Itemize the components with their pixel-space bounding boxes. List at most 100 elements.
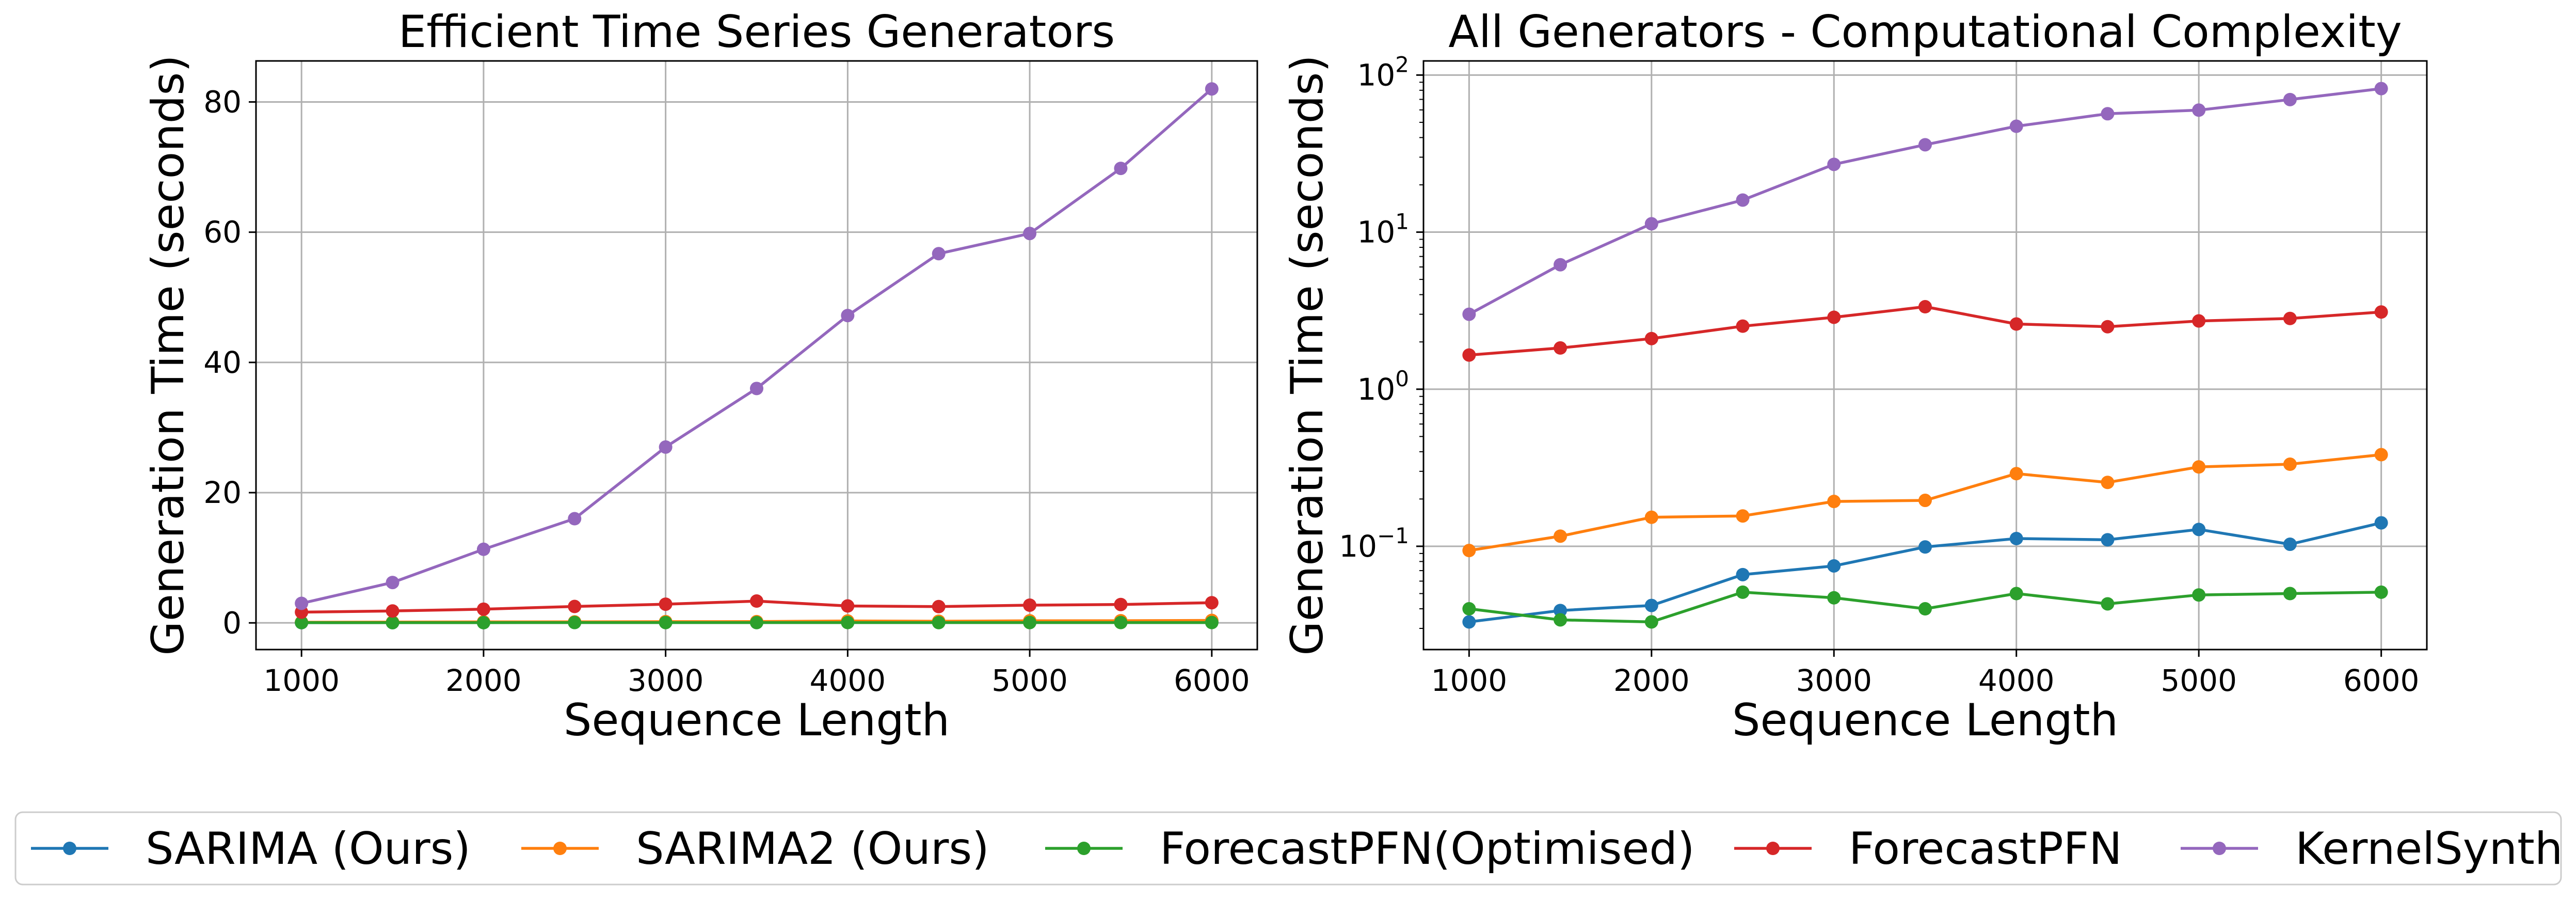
data-point: [659, 440, 673, 454]
x-axis-label: Sequence Length: [1732, 694, 2118, 746]
data-point: [2374, 305, 2388, 319]
data-point: [1827, 310, 1841, 324]
data-point: [2374, 516, 2388, 530]
data-point: [1554, 529, 1567, 543]
data-point: [1462, 615, 1476, 629]
data-point: [841, 599, 855, 613]
series-forecastpfn: [1462, 300, 2388, 362]
chart-linear: Efficient Time Series Generators 1000 200…: [142, 6, 1258, 746]
data-point: [2009, 119, 2023, 133]
data-point: [2192, 314, 2206, 328]
data-point: [1023, 227, 1037, 241]
data-point: [2009, 587, 2023, 601]
data-point: [1736, 319, 1750, 333]
x-tick-label: 1000: [263, 663, 340, 698]
data-point: [295, 615, 309, 629]
data-point: [568, 615, 582, 629]
data-point: [1644, 615, 1658, 629]
series-lines: [1462, 82, 2388, 629]
series-sarima2-ours-: [1462, 448, 2388, 558]
data-point: [2101, 533, 2115, 547]
data-point: [386, 615, 399, 629]
data-point: [2283, 587, 2297, 601]
data-point: [1736, 567, 1750, 581]
data-point: [1827, 495, 1841, 509]
legend: SARIMA (Ours) SARIMA2 (Ours) ForecastPFN(O…: [14, 811, 2563, 886]
y-ticks: 10−1 100 101 102: [1339, 52, 1423, 629]
plot-frame: [255, 60, 1258, 651]
legend-item: KernelSynth: [2181, 823, 2563, 875]
data-point: [1462, 307, 1476, 321]
data-point: [2192, 460, 2206, 474]
data-point: [1918, 138, 1932, 152]
data-point: [1462, 348, 1476, 362]
plot-frame: [1422, 60, 2428, 651]
x-tick-label: 3000: [1796, 663, 1872, 698]
legend-label: SARIMA2 (Ours): [636, 823, 989, 875]
data-point: [1205, 82, 1219, 96]
data-point: [841, 615, 855, 629]
data-point: [568, 512, 582, 526]
y-tick-label: 102: [1357, 52, 1409, 92]
y-tick-label: 10−1: [1339, 523, 1409, 564]
y-tick-label: 80: [203, 84, 242, 119]
x-tick-label: 4000: [810, 663, 886, 698]
data-point: [659, 597, 673, 611]
data-point: [1462, 602, 1476, 616]
chart-title: Efficient Time Series Generators: [398, 6, 1115, 58]
legend-marker: [1077, 842, 1091, 855]
data-point: [2009, 317, 2023, 331]
data-point: [2192, 103, 2206, 117]
data-point: [1644, 598, 1658, 612]
y-tick-label: 60: [203, 215, 242, 250]
data-point: [1114, 615, 1128, 629]
data-point: [2374, 82, 2388, 96]
data-point: [1554, 604, 1567, 618]
data-point: [1827, 591, 1841, 605]
data-point: [2101, 107, 2115, 121]
data-point: [386, 576, 399, 590]
x-tick-label: 5000: [991, 663, 1068, 698]
series-sarima-ours-: [1462, 516, 2388, 629]
data-point: [1554, 613, 1567, 627]
data-point: [2101, 476, 2115, 490]
series-lines: [295, 82, 1219, 629]
x-ticks: 1000 2000 3000 4000 5000 6000: [263, 650, 1250, 698]
data-point: [932, 599, 946, 613]
data-point: [659, 615, 673, 629]
legend-item: ForecastPFN: [1734, 823, 2122, 875]
data-point: [1462, 544, 1476, 558]
x-tick-label: 1000: [1431, 663, 1508, 698]
series-kernelsynth: [1462, 82, 2388, 321]
legend-label: KernelSynth: [2295, 823, 2563, 875]
legend-label: SARIMA (Ours): [146, 823, 471, 875]
data-point: [1554, 258, 1567, 272]
x-tick-label: 6000: [2343, 663, 2420, 698]
x-axis-label: Sequence Length: [564, 694, 950, 746]
data-point: [1827, 157, 1841, 171]
data-point: [1918, 602, 1932, 616]
data-point: [932, 247, 946, 261]
data-point: [1918, 494, 1932, 508]
data-point: [386, 604, 399, 618]
data-point: [2009, 531, 2023, 545]
data-point: [1205, 596, 1219, 610]
data-point: [2009, 467, 2023, 481]
data-point: [2374, 585, 2388, 599]
legend-marker: [1766, 842, 1780, 855]
data-point: [1205, 615, 1219, 629]
data-point: [1554, 341, 1567, 355]
data-point: [932, 615, 946, 629]
legend-marker: [553, 842, 567, 855]
legend-item: SARIMA2 (Ours): [521, 823, 989, 875]
x-tick-label: 2000: [1613, 663, 1690, 698]
data-point: [750, 594, 763, 608]
y-tick-label: 100: [1357, 366, 1409, 407]
legend-label: ForecastPFN(Optimised): [1160, 823, 1695, 875]
legend-item: ForecastPFN(Optimised): [1045, 823, 1695, 875]
data-point: [1736, 509, 1750, 523]
data-point: [1736, 193, 1750, 207]
legend-label: ForecastPFN: [1849, 823, 2122, 875]
series-forecastpfn-optimised-: [1462, 585, 2388, 629]
x-tick-label: 4000: [1978, 663, 2055, 698]
